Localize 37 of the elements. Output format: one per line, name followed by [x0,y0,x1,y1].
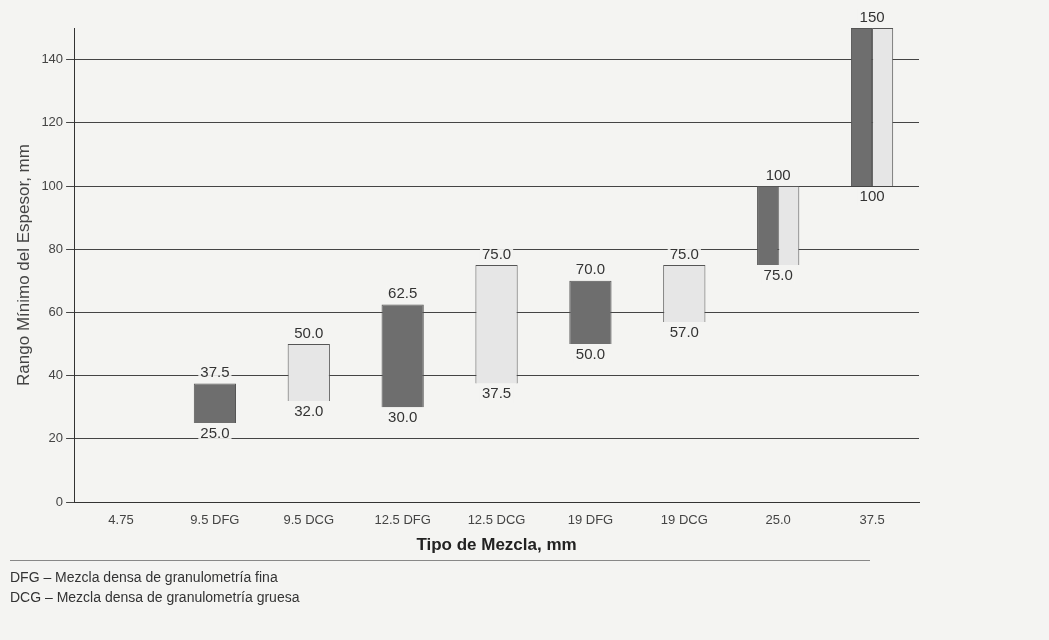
annotation: 25.0 [200,423,230,441]
x-tick-label: 4.75 [108,512,134,528]
annotation: 50.0 [575,344,606,362]
annotation: 100 [765,165,791,183]
y-axis-title: Rango Mínimo del Espesor, mm [13,144,33,386]
text: DFG – Mezcla densa de granulometría fina [10,568,279,587]
annotation: 150 [859,7,885,25]
annotation: 75.0 [481,244,512,262]
annotation: 62.5 [388,284,418,302]
y-tick-label: 60 [48,303,64,319]
x-tick-label: 19 DCG [660,512,708,528]
x-tick-label: 9.5 DFG [190,512,240,528]
x-tick-label: 9.5 DCG [283,512,335,528]
x-axis-title: Tipo de Mezcla, mm [416,535,577,555]
annotation: 75.0 [669,244,699,262]
annotation: 37.5 [481,384,512,402]
x-tick-label: 12.5 DCG [467,512,526,528]
y-tick-label: 120 [41,114,64,130]
y-tick-label: 100 [41,177,64,193]
annotation: 30.0 [388,407,418,425]
y-tick-label: 40 [48,367,64,383]
x-tick-label: 19 DFG [567,512,614,528]
y-tick-label: 80 [48,240,64,256]
annotation: 100 [859,186,885,204]
x-tick-label: 25.0 [765,512,791,528]
annotation: 70.0 [575,260,606,278]
x-tick-label: 12.5 DFG [374,512,431,528]
annotation: 50.0 [294,323,324,341]
annotation: 75.0 [763,265,793,283]
y-tick-label: 0 [55,493,64,509]
y-tick-label: 20 [48,430,64,446]
annotation: 57.0 [669,322,699,340]
annotation: 32.0 [294,401,324,419]
y-tick-label: 140 [41,51,64,67]
x-tick-label: 37.5 [859,512,885,528]
text: DCG – Mezcla densa de granulometría gruesa [10,588,301,607]
annotation: 37.5 [200,363,230,381]
